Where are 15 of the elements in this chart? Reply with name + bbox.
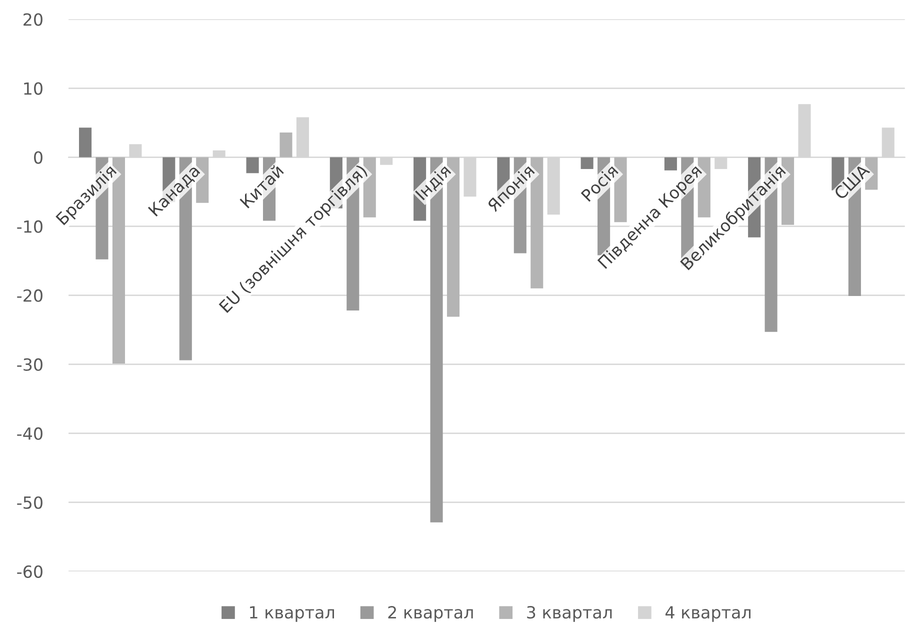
y-tick-label: -40	[17, 427, 42, 440]
y-tick-label: -50	[17, 496, 42, 509]
legend-label: 1 квартал	[250, 606, 334, 622]
bar	[79, 128, 92, 158]
y-tick-label: -10	[17, 220, 42, 233]
y-tick-label: 10	[24, 82, 42, 95]
y-tick-label: -60	[17, 565, 42, 578]
y-tick-label: -30	[17, 358, 42, 371]
legend-label: 4 квартал	[666, 606, 750, 622]
y-tick-label: 0	[34, 151, 42, 164]
legend-label: 2 квартал	[388, 606, 473, 622]
bar	[280, 132, 292, 158]
y-tick-label: -20	[17, 289, 42, 302]
y-tick-label: 20	[24, 13, 42, 26]
legend-label: 3 квартал	[527, 606, 612, 622]
